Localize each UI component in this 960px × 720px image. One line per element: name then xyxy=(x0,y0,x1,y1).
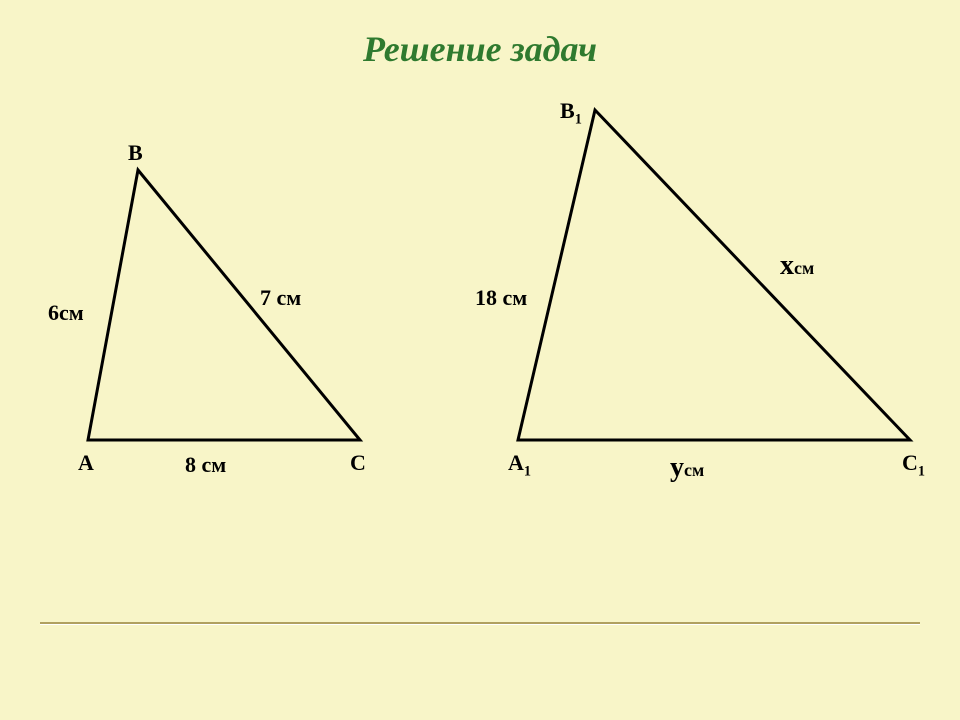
geometry-canvas xyxy=(0,0,960,720)
vertex-b1: В1 xyxy=(560,98,582,128)
triangle-abc xyxy=(88,170,360,440)
vertex-a: А xyxy=(78,450,94,476)
side-ac: 8 см xyxy=(185,452,226,478)
triangle-a1b1c1 xyxy=(518,110,910,440)
bottom-rule xyxy=(40,622,920,625)
side-a1c1: yсм xyxy=(670,452,704,484)
side-a1b1: 18 см xyxy=(475,285,527,311)
vertex-c1: С1 xyxy=(902,450,925,480)
side-ab: 6см xyxy=(48,300,84,326)
side-bc: 7 см xyxy=(260,285,301,311)
vertex-b: В xyxy=(128,140,143,166)
side-b1c1: xсм xyxy=(780,250,814,282)
slide: Решение задач А В С 6см 7 см 8 см А1 В1 … xyxy=(0,0,960,720)
vertex-a1: А1 xyxy=(508,450,531,480)
vertex-c: С xyxy=(350,450,366,476)
